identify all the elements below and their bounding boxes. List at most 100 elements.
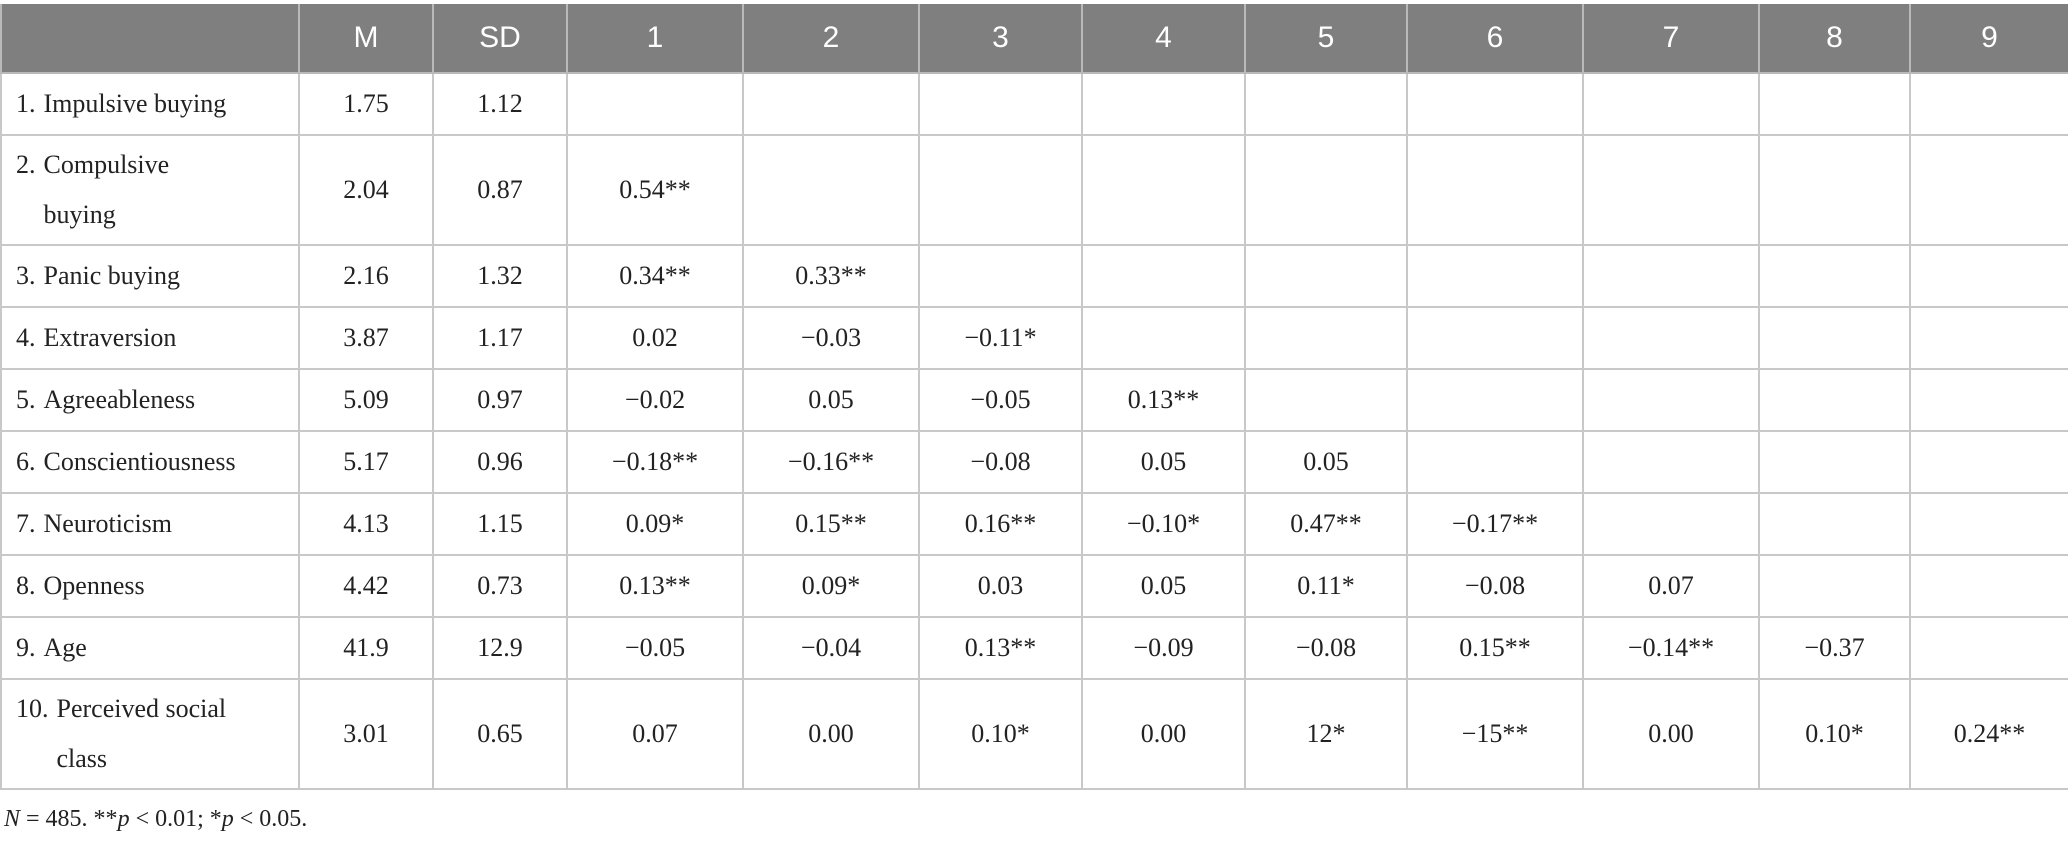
correlation-cell: 0.05 <box>1081 430 1246 494</box>
correlation-cell <box>1582 430 1760 494</box>
correlation-cell: −0.08 <box>918 430 1083 494</box>
variable-label: Perceived social class <box>56 694 227 773</box>
correlation-cell: 0.09* <box>742 554 920 618</box>
sd-cell: 1.12 <box>432 72 568 136</box>
footnote-n-symbol: N <box>4 806 21 832</box>
correlation-cell: 0.05 <box>1244 430 1408 494</box>
variable-number: 8. <box>16 571 36 600</box>
table-row: 6. Conscientiousness 5.17 0.96 −0.18** −0.16*… <box>0 430 2068 494</box>
variable-name-cell: 7. Neuroticism <box>0 492 300 556</box>
correlation-cell: 0.24** <box>1909 678 2068 790</box>
table-row: 1. Impulsive buying 1.75 1.12 <box>0 72 2068 136</box>
correlation-table: M SD 1 2 3 4 5 6 7 8 9 1. Impulsive buying 1.75 1.12 2… <box>0 4 2068 790</box>
variable-number: 6. <box>16 447 36 476</box>
variable-number: 5. <box>16 385 36 414</box>
correlation-cell <box>1582 368 1760 432</box>
header-cell-4: 4 <box>1081 4 1246 74</box>
table-row: 9. Age 41.9 12.9 −0.05 −0.04 0.13** −0.09 −0.08 0… <box>0 616 2068 680</box>
correlation-cell: −0.08 <box>1406 554 1584 618</box>
correlation-cell <box>1081 306 1246 370</box>
footnote-n-value: = 485. ** <box>20 806 118 832</box>
correlation-cell <box>1909 306 2068 370</box>
correlation-cell: 0.00 <box>742 678 920 790</box>
mean-cell: 5.09 <box>298 368 434 432</box>
variable-number: 9. <box>16 633 36 662</box>
header-cell-SD: SD <box>432 4 568 74</box>
sd-cell: 0.97 <box>432 368 568 432</box>
variable-label: Agreeableness <box>43 385 196 414</box>
variable-name-cell: 5. Agreeableness <box>0 368 300 432</box>
correlation-cell <box>918 134 1083 246</box>
variable-number: 10. <box>16 694 49 723</box>
table-body: 1. Impulsive buying 1.75 1.12 2. Compulsive b… <box>0 72 2068 790</box>
correlation-cell <box>1406 430 1584 494</box>
correlation-cell <box>1081 72 1246 136</box>
correlation-cell <box>742 72 920 136</box>
correlation-cell: −15** <box>1406 678 1584 790</box>
variable-name-cell: 1. Impulsive buying <box>0 72 300 136</box>
header-cell-M: M <box>298 4 434 74</box>
sd-cell: 1.15 <box>432 492 568 556</box>
header-cell-8: 8 <box>1758 4 1911 74</box>
correlation-cell <box>1909 492 2068 556</box>
correlation-cell <box>1909 616 2068 680</box>
header-cell-5: 5 <box>1244 4 1408 74</box>
table-footnote: N = 485. **p < 0.01; *p < 0.05. <box>4 806 307 833</box>
header-cell-7: 7 <box>1582 4 1760 74</box>
correlation-cell <box>742 134 920 246</box>
correlation-cell <box>1758 368 1911 432</box>
mean-cell: 4.13 <box>298 492 434 556</box>
correlation-cell <box>1081 244 1246 308</box>
correlation-cell <box>918 72 1083 136</box>
sd-cell: 0.96 <box>432 430 568 494</box>
correlation-cell: −0.18** <box>566 430 744 494</box>
header-cell-variable <box>0 4 300 74</box>
header-cell-6: 6 <box>1406 4 1584 74</box>
correlation-cell: 0.05 <box>742 368 920 432</box>
correlation-cell: −0.11* <box>918 306 1083 370</box>
correlation-cell <box>1244 244 1408 308</box>
correlation-cell: 12* <box>1244 678 1408 790</box>
correlation-cell: 0.15** <box>1406 616 1584 680</box>
correlation-cell: 0.47** <box>1244 492 1408 556</box>
correlation-cell <box>1406 368 1584 432</box>
table-header-row: M SD 1 2 3 4 5 6 7 8 9 <box>0 4 2068 74</box>
mean-cell: 4.42 <box>298 554 434 618</box>
correlation-cell <box>1758 134 1911 246</box>
correlation-cell: −0.14** <box>1582 616 1760 680</box>
correlation-cell <box>1406 134 1584 246</box>
correlation-table-container: M SD 1 2 3 4 5 6 7 8 9 1. Impulsive buying 1.75 1.12 2… <box>0 4 2068 790</box>
mean-cell: 2.04 <box>298 134 434 246</box>
correlation-cell <box>1909 244 2068 308</box>
correlation-cell: 0.10* <box>1758 678 1911 790</box>
sd-cell: 0.87 <box>432 134 568 246</box>
variable-name-cell: 4. Extraversion <box>0 306 300 370</box>
header-cell-9: 9 <box>1909 4 2068 74</box>
table-row: 8. Openness 4.42 0.73 0.13** 0.09* 0.03 0.05 0.1… <box>0 554 2068 618</box>
correlation-cell <box>1909 430 2068 494</box>
correlation-cell: −0.04 <box>742 616 920 680</box>
correlation-cell <box>1758 306 1911 370</box>
variable-name-cell: 3. Panic buying <box>0 244 300 308</box>
correlation-cell <box>1758 72 1911 136</box>
correlation-cell: 0.13** <box>566 554 744 618</box>
variable-name-cell: 10. Perceived social class <box>0 678 300 790</box>
correlation-cell <box>1758 430 1911 494</box>
header-cell-3: 3 <box>918 4 1083 74</box>
correlation-cell: 0.02 <box>566 306 744 370</box>
variable-number: 4. <box>16 323 36 352</box>
correlation-cell <box>1244 368 1408 432</box>
correlation-cell <box>1758 244 1911 308</box>
correlation-cell <box>1582 134 1760 246</box>
table-row: 7. Neuroticism 4.13 1.15 0.09* 0.15** 0.16** −0… <box>0 492 2068 556</box>
correlation-cell: 0.54** <box>566 134 744 246</box>
footnote-p-symbol-1: p <box>117 806 130 832</box>
correlation-cell: 0.09* <box>566 492 744 556</box>
correlation-cell <box>1406 72 1584 136</box>
mean-cell: 3.87 <box>298 306 434 370</box>
correlation-cell: 0.16** <box>918 492 1083 556</box>
table-row: 3. Panic buying 2.16 1.32 0.34** 0.33** <box>0 244 2068 308</box>
mean-cell: 5.17 <box>298 430 434 494</box>
mean-cell: 1.75 <box>298 72 434 136</box>
variable-name-cell: 9. Age <box>0 616 300 680</box>
